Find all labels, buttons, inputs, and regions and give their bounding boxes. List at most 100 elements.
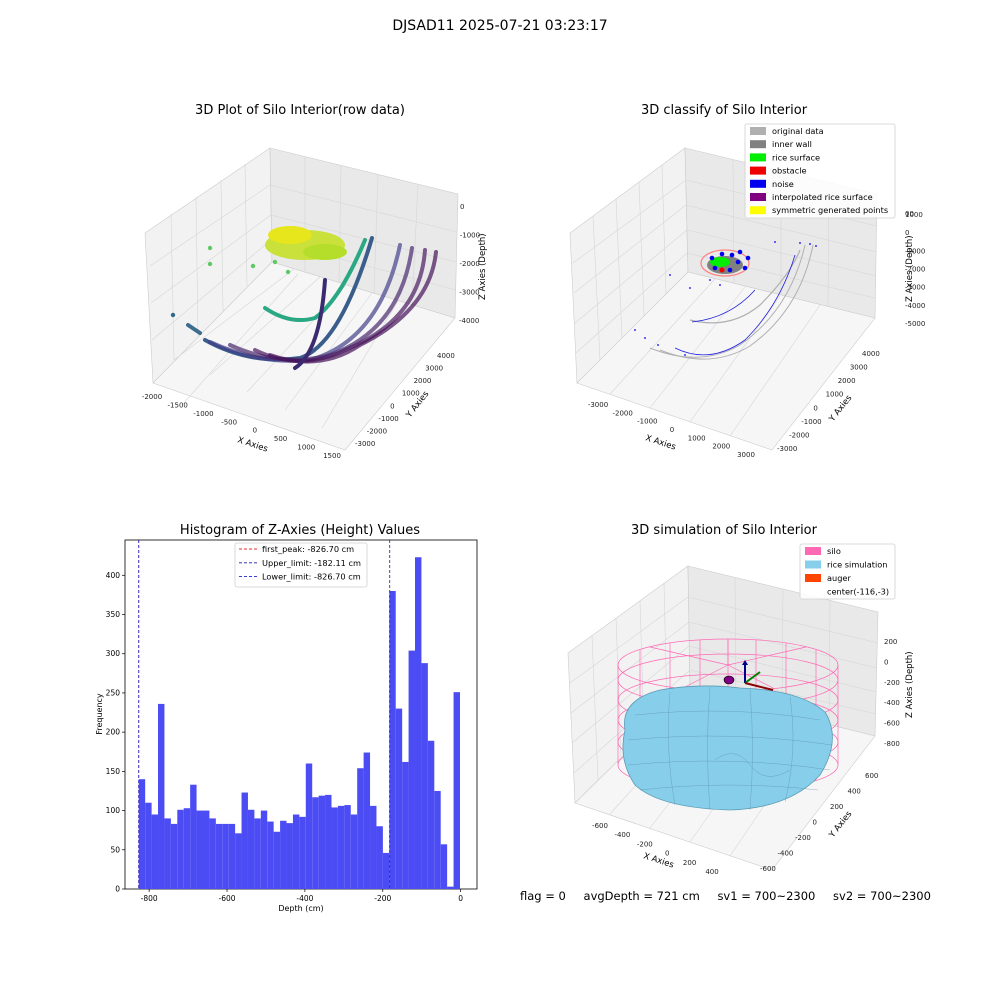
panel4-legend-swatch: [805, 574, 821, 582]
panel2-legend-label: interpolated rice surface: [772, 192, 873, 202]
panel4-zlabel: Z Axies (Depth): [905, 651, 915, 718]
panel2-legend-swatch: [750, 206, 766, 215]
panel1-z-tick-label: -3000: [459, 289, 479, 297]
panel1-y-tick-label: 0: [390, 402, 394, 410]
panel2-legend-swatch: [750, 140, 766, 149]
histogram-bar: [421, 663, 428, 889]
panel4-z-tick-label: -400: [884, 699, 900, 707]
histogram-bar: [190, 784, 197, 889]
panel3-title: Histogram of Z-Axies (Height) Values: [179, 523, 421, 538]
panel1-y-tick-label: -3000: [355, 440, 375, 448]
panel4-x-tick-label: 400: [705, 868, 718, 876]
panel4-title: 3D simulation of Silo Interior: [631, 523, 817, 538]
panel4-y-tick-label: 0: [813, 819, 817, 827]
histogram-bar: [331, 807, 338, 889]
panel4-legend-swatch: [805, 547, 821, 555]
panel1-x-tick-label: 0: [253, 427, 257, 435]
panel2-z-tick-label: -2000: [905, 266, 925, 274]
panel1-z-tick-label: 0: [460, 203, 464, 211]
histogram-bar: [299, 816, 306, 889]
panel1-z-tick-label: -2000: [460, 260, 480, 268]
panel2-legend-label: rice surface: [772, 152, 820, 162]
histogram-bar: [267, 821, 274, 889]
histogram-bar: [235, 833, 242, 889]
histogram-bar: [408, 650, 416, 889]
panel2-legend-swatch: [750, 166, 766, 175]
histogram-bar: [254, 818, 261, 889]
panel1-y-tick-label: 3000: [425, 365, 443, 373]
histogram-y-ticks: 0 50 100 150 200 250 300 350 400: [106, 571, 125, 894]
panel4-ylabel: Y Axies: [827, 809, 855, 841]
panel4-legend-label: auger: [827, 573, 851, 583]
histogram-bar: [241, 792, 248, 889]
panel2-x-tick-label: -3000: [588, 401, 608, 409]
histogram-bar: [222, 823, 229, 889]
histogram-bar: [177, 809, 184, 889]
avg-depth-readout: avgDepth = 721 cm: [583, 889, 700, 903]
panel2-legend-label: noise: [772, 179, 794, 189]
histogram-legend-label: Upper_limit: -182.11 cm: [262, 558, 361, 568]
panel4-legend-swatch: [805, 560, 821, 569]
histogram-x-tick-label: -200: [374, 894, 391, 903]
panel1-zlabel: Z Axies (Depth): [478, 233, 488, 300]
panel2-x-tick-label: 2000: [712, 443, 730, 451]
panel2-z-tick-label: -5000: [905, 320, 925, 328]
histogram-bar: [440, 844, 448, 889]
histogram-bar: [402, 761, 409, 889]
panel2-y-tick-label: 3000: [850, 364, 868, 372]
panel4-legend-label: rice simulation: [827, 560, 887, 570]
panel1-x-tick-label: 1500: [323, 452, 341, 460]
panel1-rice-surface-cluster: [170, 226, 347, 318]
panel2-y-tick-label: 4000: [862, 350, 880, 358]
panel4-xlabel: X Axies: [642, 851, 675, 870]
histogram-y-tick-label: 350: [106, 610, 121, 619]
panel4-x-tick-label: -200: [637, 840, 653, 848]
histogram-y-tick-label: 150: [106, 767, 121, 776]
panel1-x-tick-label: -500: [221, 418, 237, 426]
histogram-bar: [286, 823, 293, 889]
panel2-z-tick-label: -1000: [905, 247, 925, 255]
histogram-y-tick-label: 50: [110, 845, 120, 854]
panel4-z-tick-label: 0: [884, 658, 888, 666]
panel2-x-tick-label: 3000: [737, 451, 755, 459]
histogram-bar: [415, 557, 422, 889]
histogram-bar: [447, 886, 454, 889]
histogram-bar: [292, 814, 300, 889]
histogram-bar: [158, 703, 165, 889]
histogram-bar: [344, 805, 351, 889]
panel4-auger-marker: [723, 660, 774, 691]
histogram-bar: [350, 814, 358, 889]
panel2-zlabel: Z Axies (Depth): [905, 235, 915, 302]
sv2-readout: sv2 = 700~2300: [833, 889, 931, 903]
panel2-x-tick-label: -2000: [612, 409, 632, 417]
panel2-y-tick-label: -2000: [789, 431, 809, 439]
panel1-x-tick-label: -2000: [142, 393, 162, 401]
histogram-ylabel: Frequency: [95, 693, 104, 735]
sv1-readout: sv1 = 700~2300: [717, 889, 816, 903]
figure-title: DJSAD11 2025-07-21 03:23:17: [392, 18, 608, 34]
histogram-bar: [280, 820, 287, 889]
panel2-y-tick-label: 1000: [826, 391, 844, 399]
panel4-y-tick-label: -600: [760, 865, 776, 873]
panel1-x-tick-label: 500: [274, 435, 287, 443]
panel4-y-tick-label: -400: [778, 850, 794, 858]
histogram-bar: [209, 818, 216, 889]
histogram-y-tick-label: 400: [106, 571, 121, 580]
panel4-y-tick-label: 600: [865, 772, 878, 780]
histogram-bar: [453, 692, 460, 889]
panel4-x-tick-label: -600: [592, 822, 608, 830]
panel2-legend-label: original data: [772, 126, 824, 136]
panel2-x-tick-label: -1000: [637, 418, 657, 426]
panel2-z-tick-label: 0: [905, 229, 909, 237]
histogram-bar: [164, 818, 171, 889]
panel4-legend-label: silo: [827, 546, 841, 556]
histogram-y-tick-label: 0: [115, 885, 120, 894]
status-line: flag = 0 avgDepth = 721 cm sv1 = 700~230…: [520, 889, 945, 903]
panel2-y-tick-label: -3000: [777, 445, 797, 453]
histogram-legend-label: Lower_limit: -826.70 cm: [262, 572, 361, 582]
panel4-z-tick-label: -200: [884, 679, 900, 687]
panel2-z-tick-label: 1000: [905, 211, 923, 219]
panel4-y-tick-label: -200: [795, 834, 811, 842]
panel4-rice-surface: [622, 685, 833, 811]
